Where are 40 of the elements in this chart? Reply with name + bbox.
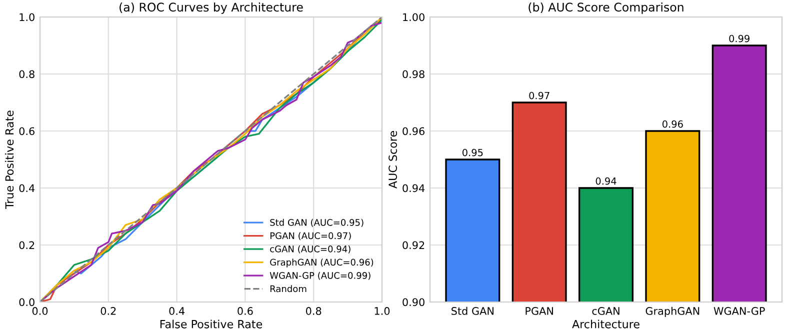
data-label: 0.97 (529, 92, 550, 100)
legend-label: Std GAN (AUC=0.95) (270, 218, 364, 227)
y-tick-label: 0.98 (402, 70, 424, 78)
x-axis-title: Architecture (572, 320, 640, 328)
y-tick-label: 0.94 (402, 184, 425, 192)
y-tick-label: 0.90 (402, 298, 424, 306)
x-tick-label: 0.2 (100, 307, 116, 315)
x-tick-label: 1.0 (374, 307, 390, 315)
data-label: 0.96 (662, 120, 683, 128)
data-label: 0.99 (729, 34, 750, 42)
x-tick-label: 0.6 (238, 307, 253, 315)
x-tick-label: PGAN (526, 307, 553, 315)
y-axis-title: AUC Score (388, 131, 398, 188)
y-tick-label: 0.92 (402, 241, 424, 250)
y-tick-label: 1.0 (20, 13, 34, 22)
x-tick-label: GraphGAN (646, 306, 700, 317)
x-tick-label: 0.0 (32, 307, 48, 315)
y-axis-title: True Positive Rate (5, 110, 14, 210)
y-tick-label: 0.6 (19, 127, 34, 136)
y-tick-label: 0.0 (19, 298, 34, 306)
data-label: 0.95 (462, 148, 483, 156)
x-tick-label: Std GAN (452, 306, 494, 315)
chart-title: (b) AUC Score Comparison (528, 2, 684, 14)
x-tick-label: WGAN-GP (714, 307, 765, 315)
y-tick-label: 1.00 (403, 13, 424, 22)
x-tick-label: 0.8 (306, 307, 322, 315)
legend-label: WGAN-GP (AUC=0.99) (270, 272, 370, 280)
data-label: 0.94 (596, 177, 616, 185)
chart-title: (a) ROC Curves by Architecture (120, 2, 303, 14)
y-tick-label: 0.4 (19, 184, 35, 192)
legend-label: PGAN (AUC=0.97) (270, 232, 351, 240)
legend-label: Random (270, 285, 306, 292)
y-tick-label: 0.8 (19, 70, 34, 78)
x-axis-title: False Positive Rate (160, 320, 262, 328)
y-tick-label: 0.2 (19, 241, 34, 250)
y-tick-label: 0.96 (402, 127, 424, 136)
x-tick-label: cGAN (592, 307, 620, 315)
legend-label: cGAN (AUC=0.94) (270, 245, 350, 254)
legend-label: GraphGAN (AUC=0.96) (270, 258, 374, 268)
x-tick-label: 0.4 (169, 307, 184, 315)
